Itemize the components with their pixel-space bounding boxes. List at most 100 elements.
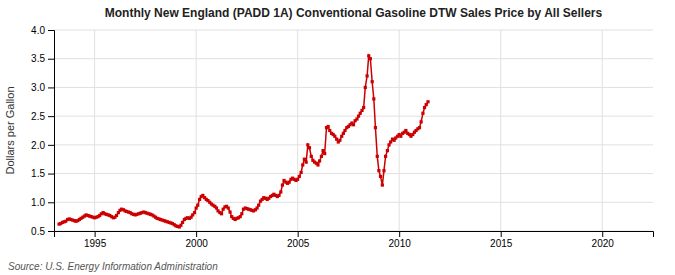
marker bbox=[323, 152, 326, 155]
marker bbox=[296, 178, 299, 181]
y-tick: 1.0 bbox=[31, 197, 54, 208]
marker bbox=[320, 155, 323, 158]
x-tick-label: 2015 bbox=[490, 238, 513, 249]
grid bbox=[54, 30, 653, 231]
grid-line-y bbox=[54, 58, 653, 59]
y-tick-mark bbox=[48, 30, 54, 31]
marker bbox=[366, 74, 369, 77]
marker bbox=[277, 194, 280, 197]
marker bbox=[340, 135, 343, 138]
grid-line-y bbox=[54, 30, 653, 31]
marker bbox=[318, 159, 321, 162]
marker bbox=[327, 125, 330, 128]
marker bbox=[321, 149, 324, 152]
marker bbox=[298, 175, 301, 178]
y-tick-mark bbox=[48, 231, 54, 232]
marker bbox=[179, 224, 182, 227]
x-tick: 2000 bbox=[186, 231, 209, 249]
y-tick: 3.5 bbox=[31, 53, 54, 64]
grid-line-y bbox=[54, 87, 653, 88]
x-axis: 1995 2000 2005 2010 2015 2020 bbox=[55, 231, 654, 249]
line bbox=[59, 56, 428, 227]
y-tick-mark bbox=[48, 174, 54, 175]
x-tick: 1995 bbox=[84, 231, 107, 249]
marker bbox=[364, 86, 367, 89]
marker bbox=[404, 129, 407, 132]
marker bbox=[306, 143, 309, 146]
y-tick-mark bbox=[48, 116, 54, 117]
y-tick-label: 2.0 bbox=[31, 140, 45, 151]
marker bbox=[239, 215, 242, 218]
grid-line-y bbox=[54, 144, 653, 145]
marker bbox=[305, 160, 308, 163]
marker bbox=[333, 135, 336, 138]
marker bbox=[300, 171, 303, 174]
x-tick-mark bbox=[196, 231, 197, 237]
marker bbox=[420, 120, 423, 123]
chart-svg: 1995 2000 2005 2010 2015 2020 0.5 1.0 1.5 2.0 2.5 3… bbox=[0, 0, 675, 275]
annotation: Source: U.S. Energy Information Administ… bbox=[8, 261, 218, 272]
x-tick: 2005 bbox=[287, 231, 310, 249]
y-tick-label: 3.0 bbox=[31, 82, 45, 93]
marker bbox=[377, 169, 380, 172]
x-tick-mark bbox=[95, 231, 96, 237]
y-tick-mark bbox=[48, 145, 54, 146]
marker bbox=[423, 106, 426, 109]
marker bbox=[328, 129, 331, 132]
grid-line-x bbox=[196, 30, 197, 231]
y-tick-mark bbox=[48, 59, 54, 60]
marker bbox=[389, 140, 392, 143]
marker bbox=[279, 190, 282, 193]
marker bbox=[374, 126, 377, 129]
grid-line-x bbox=[602, 30, 603, 231]
grid-line-x bbox=[94, 30, 95, 231]
x-tick-label: 2020 bbox=[592, 238, 615, 249]
y-tick-label: 1.0 bbox=[31, 197, 45, 208]
marker bbox=[338, 139, 341, 142]
marker bbox=[399, 135, 402, 138]
marker bbox=[369, 57, 372, 60]
x-tick-label: 2010 bbox=[389, 238, 412, 249]
y-tick-mark bbox=[48, 202, 54, 203]
y-tick-label: 2.5 bbox=[31, 111, 45, 122]
y-tick-mark bbox=[48, 87, 54, 88]
title: Monthly New England (PADD 1A) Convention… bbox=[105, 6, 603, 20]
marker bbox=[288, 181, 291, 184]
marker bbox=[255, 206, 258, 209]
marker bbox=[196, 204, 199, 207]
marker bbox=[342, 132, 345, 135]
marker bbox=[198, 198, 201, 201]
y-tick: 4.0 bbox=[31, 25, 54, 36]
x-tick: 2020 bbox=[592, 231, 615, 249]
y-tick: 0.5 bbox=[31, 226, 54, 237]
marker bbox=[181, 221, 184, 224]
marker bbox=[195, 206, 198, 209]
marker bbox=[220, 212, 223, 215]
marker bbox=[418, 126, 421, 129]
marker bbox=[193, 211, 196, 214]
marker bbox=[362, 106, 365, 109]
y-tick: 2.5 bbox=[31, 111, 54, 122]
marker bbox=[257, 204, 260, 207]
marker bbox=[215, 206, 218, 209]
marker bbox=[303, 158, 306, 161]
markers bbox=[57, 54, 429, 228]
y-tick-label: 1.5 bbox=[31, 168, 45, 179]
x-tick-mark bbox=[399, 231, 400, 237]
grid-line-x bbox=[297, 30, 298, 231]
y-tick: 1.5 bbox=[31, 168, 54, 179]
x-tick-label: 1995 bbox=[84, 238, 107, 249]
marker bbox=[386, 149, 389, 152]
grid-line-y bbox=[54, 116, 653, 117]
marker bbox=[372, 97, 375, 100]
marker bbox=[371, 80, 374, 83]
marker bbox=[343, 129, 346, 132]
x-tick-mark bbox=[298, 231, 299, 237]
x-tick: 2010 bbox=[389, 231, 412, 249]
marker bbox=[310, 155, 313, 158]
marker bbox=[379, 175, 382, 178]
x-tick: 2015 bbox=[490, 231, 513, 249]
marker bbox=[425, 103, 428, 106]
marker bbox=[426, 100, 429, 103]
chart-container: 1995 2000 2005 2010 2015 2020 0.5 1.0 1.5 2.0 2.5 3… bbox=[0, 0, 675, 275]
